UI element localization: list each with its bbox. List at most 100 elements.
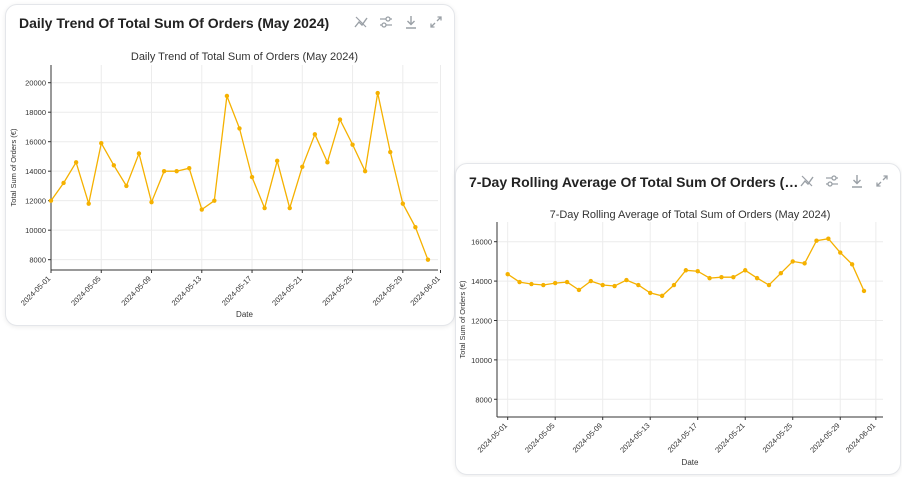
data-point: [624, 277, 629, 283]
download-icon[interactable]: [403, 14, 419, 30]
data-point: [212, 198, 217, 203]
x-tick-label: 2024-05-13: [618, 421, 651, 454]
data-point: [337, 117, 343, 122]
data-point: [731, 274, 736, 280]
x-tick-label: 2024-05-21: [270, 274, 303, 307]
x-tick-label: 2024-05-01: [476, 421, 509, 454]
data-point: [425, 257, 431, 262]
data-point: [274, 158, 280, 164]
data-point: [517, 279, 522, 285]
data-point: [766, 282, 772, 288]
card-header: 7-Day Rolling Average Of Total Sum Of Or…: [456, 164, 900, 200]
data-point: [612, 283, 617, 289]
x-tick-label: 2024-05-09: [119, 274, 152, 307]
card-title: Daily Trend Of Total Sum Of Orders (May …: [19, 15, 330, 31]
chart-title: 7-Day Rolling Average of Total Sum of Or…: [550, 209, 831, 221]
data-point: [187, 166, 192, 171]
data-point: [861, 288, 867, 294]
data-point: [61, 180, 66, 186]
expand-icon[interactable]: [874, 173, 890, 189]
data-point: [124, 183, 129, 189]
data-point: [174, 168, 179, 174]
data-point: [826, 236, 831, 241]
data-point: [312, 132, 318, 137]
y-tick-label: 12000: [25, 197, 46, 206]
card-header: Daily Trend Of Total Sum Of Orders (May …: [6, 5, 454, 41]
x-tick-label: 2024-05-13: [170, 274, 203, 307]
data-point: [350, 142, 355, 147]
data-point: [671, 282, 677, 288]
rolling-average-chart: 7-Day Rolling Average of Total Sum of Or…: [458, 209, 883, 467]
data-point: [48, 198, 54, 203]
data-point: [287, 205, 292, 211]
data-point: [552, 280, 558, 286]
x-tick-label: 2024-05-17: [220, 274, 253, 307]
data-point: [600, 282, 605, 288]
x-tick-label: 2024-05-29: [371, 274, 404, 307]
data-point: [111, 163, 117, 168]
chart-title: Daily Trend of Total Sum of Orders (May …: [131, 51, 358, 63]
y-tick-label: 10000: [25, 226, 46, 235]
filter-sliders-icon[interactable]: [824, 173, 840, 189]
data-point: [529, 281, 534, 287]
data-point: [754, 275, 760, 281]
data-point: [99, 140, 104, 146]
y-tick-label: 20000: [25, 79, 46, 88]
data-point: [778, 271, 784, 276]
rolling-average-card: 7-Day Rolling Average Of Total Sum Of Or…: [455, 163, 901, 475]
data-point: [249, 174, 255, 180]
y-tick-label: 14000: [25, 167, 46, 176]
series-line: [50, 92, 429, 260]
data-point: [743, 268, 748, 273]
chart-type-icon[interactable]: [353, 14, 369, 30]
data-point: [636, 282, 641, 288]
data-point: [237, 126, 242, 131]
data-point: [400, 201, 406, 206]
card-title: 7-Day Rolling Average Of Total Sum Of Or…: [469, 174, 799, 190]
data-point: [362, 168, 368, 174]
download-icon[interactable]: [849, 173, 865, 189]
card-toolbar: [799, 173, 890, 189]
y-tick-label: 8000: [475, 395, 492, 404]
data-point: [576, 287, 582, 293]
x-tick-label: 2024-06-01: [844, 421, 877, 454]
data-point: [838, 250, 843, 255]
data-point: [300, 164, 305, 169]
y-axis-label: Total Sum of Orders (€): [9, 128, 18, 206]
x-tick-label: 2024-05-09: [571, 421, 604, 454]
data-point: [564, 279, 570, 285]
y-tick-label: 16000: [471, 238, 492, 247]
x-tick-label: 2024-05-29: [808, 421, 841, 454]
data-point: [707, 275, 712, 281]
chart-type-icon[interactable]: [799, 173, 815, 189]
data-point: [262, 205, 267, 211]
data-point: [388, 149, 393, 155]
data-point: [161, 168, 167, 174]
y-tick-label: 14000: [471, 277, 492, 286]
y-axis-label: Total Sum of Orders (€): [458, 280, 467, 358]
data-point: [648, 290, 653, 296]
daily-trend-card: Daily Trend Of Total Sum Of Orders (May …: [5, 4, 455, 326]
data-point: [505, 271, 510, 277]
x-tick-label: 2024-05-21: [713, 421, 746, 454]
y-tick-label: 18000: [25, 108, 46, 117]
x-axis-label: Date: [236, 310, 253, 319]
data-point: [149, 199, 154, 205]
expand-icon[interactable]: [428, 14, 444, 30]
data-point: [325, 160, 330, 165]
data-point: [802, 261, 807, 266]
data-point: [790, 259, 795, 264]
filter-sliders-icon[interactable]: [378, 14, 394, 30]
data-point: [73, 160, 79, 165]
x-tick-label: 2024-06-01: [408, 274, 441, 307]
y-tick-label: 8000: [29, 256, 46, 265]
data-point: [719, 274, 724, 280]
data-point: [695, 269, 700, 274]
x-axis-label: Date: [682, 458, 699, 467]
x-tick-label: 2024-05-25: [320, 274, 353, 307]
y-tick-label: 12000: [471, 316, 492, 325]
y-tick-label: 10000: [471, 356, 492, 365]
data-point: [199, 207, 204, 212]
y-tick-label: 16000: [25, 138, 46, 147]
data-point: [659, 293, 665, 299]
